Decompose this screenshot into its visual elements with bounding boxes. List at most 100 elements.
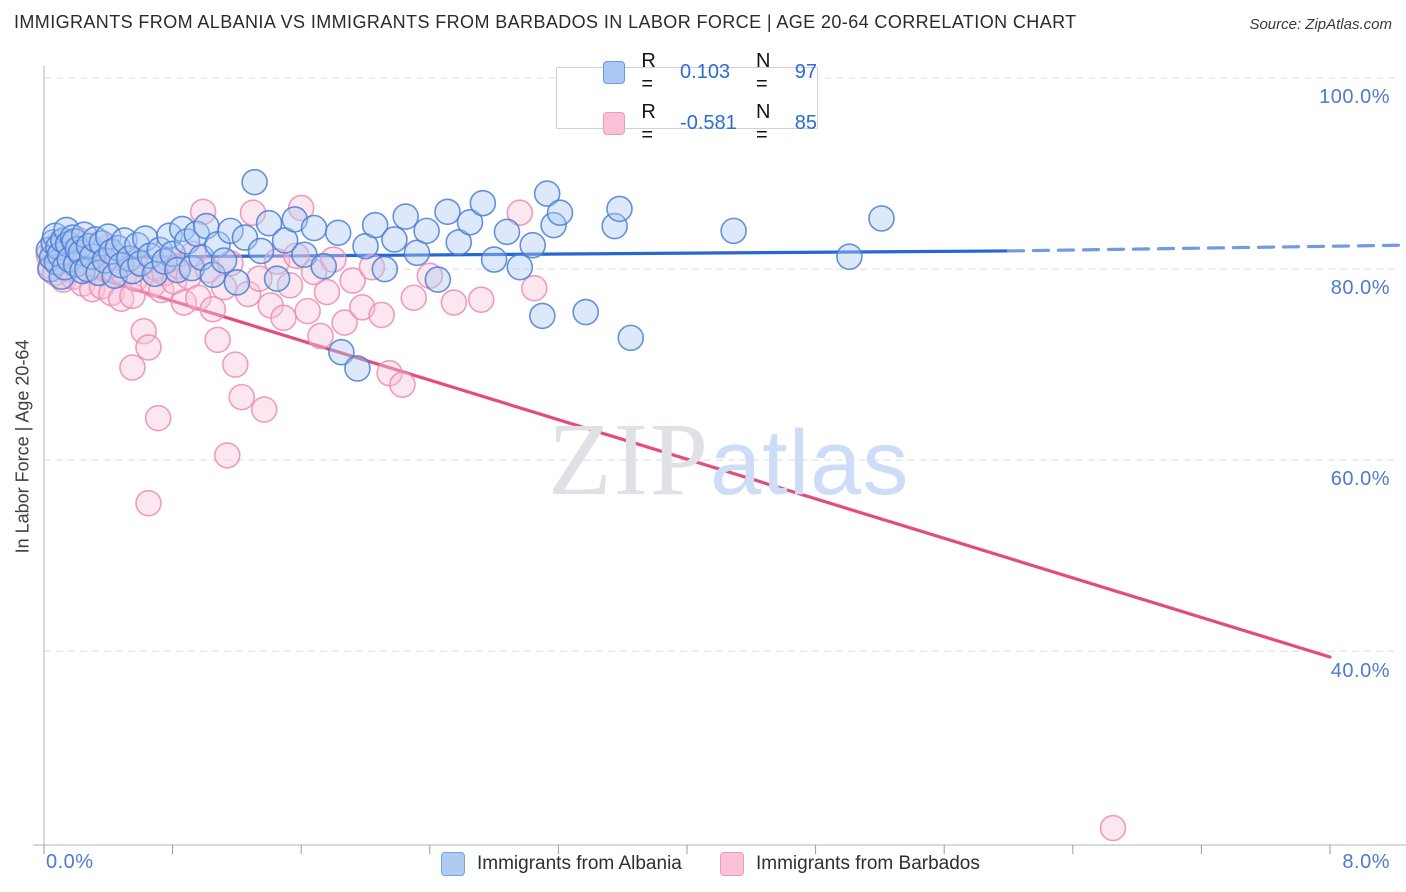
data-point-albania xyxy=(361,211,389,239)
data-point-albania xyxy=(601,212,628,240)
page-title: IMMIGRANTS FROM ALBANIA VS IMMIGRANTS FR… xyxy=(14,12,1077,32)
data-point-barbados xyxy=(234,280,262,308)
n-label: N = xyxy=(756,49,771,95)
data-point-barbados xyxy=(130,317,157,345)
data-point-albania xyxy=(328,338,355,366)
data-point-albania xyxy=(255,209,283,237)
data-point-albania xyxy=(291,241,318,269)
data-point-albania xyxy=(836,243,863,270)
data-point-albania xyxy=(519,231,546,259)
data-point-albania xyxy=(606,195,633,223)
data-point-albania xyxy=(529,302,556,330)
data-point-barbados xyxy=(313,278,341,306)
y-tick-label-60: 60.0% xyxy=(1330,468,1390,490)
data-point-barbados xyxy=(467,286,495,313)
data-point-barbados xyxy=(276,272,304,299)
data-point-barbados xyxy=(144,404,172,432)
data-point-barbados xyxy=(1099,814,1127,842)
albania-swatch-icon xyxy=(603,61,626,84)
data-point-barbados xyxy=(119,354,146,381)
data-point-barbados xyxy=(270,304,297,332)
data-point-albania xyxy=(434,198,461,226)
albania-legend-swatch-icon xyxy=(441,852,465,876)
data-point-albania xyxy=(456,208,484,236)
data-point-albania xyxy=(371,255,399,283)
data-point-albania xyxy=(493,218,521,246)
y-tick-label-40: 40.0% xyxy=(1330,660,1390,682)
data-point-albania xyxy=(310,252,338,280)
data-point-albania xyxy=(119,257,146,285)
barbados-legend-swatch-icon xyxy=(720,852,744,876)
r-value-barbados: -0.581 xyxy=(680,112,737,134)
stats-row-barbados: R = -0.581 N = 85 xyxy=(557,101,817,147)
data-point-albania xyxy=(403,239,431,267)
data-point-barbados xyxy=(170,289,198,316)
data-point-albania xyxy=(178,254,206,282)
data-point-barbados xyxy=(307,322,334,350)
zipatlas-watermark: ZIPatlas xyxy=(548,400,909,519)
correlation-stats-legend: R = 0.103 N = 97 R = -0.581 N = 85 xyxy=(556,50,818,146)
y-tick-label-100: 100.0% xyxy=(1319,86,1390,108)
trend-line-albania-extrapolated xyxy=(1006,243,1404,253)
data-point-albania xyxy=(210,247,238,274)
trend-line-albania xyxy=(42,249,1011,260)
data-point-barbados xyxy=(440,289,468,316)
data-point-barbados xyxy=(389,371,416,398)
data-point-albania xyxy=(344,355,371,382)
x-tick-label-min: 0.0% xyxy=(46,851,94,873)
data-point-albania xyxy=(540,211,567,239)
data-point-barbados xyxy=(199,295,227,323)
r-label: R = xyxy=(641,100,656,146)
data-point-albania xyxy=(546,199,574,227)
y-axis-title: In Labor Force | Age 20-64 xyxy=(12,339,33,554)
data-point-albania xyxy=(381,226,408,253)
data-point-albania xyxy=(413,217,440,245)
barbados-swatch-icon xyxy=(603,112,626,135)
r-value-albania: 0.103 xyxy=(680,61,731,83)
data-point-albania xyxy=(533,180,561,207)
n-value-barbados: 85 xyxy=(794,112,817,134)
data-point-barbados xyxy=(506,199,534,227)
data-point-albania xyxy=(868,205,895,232)
data-point-albania xyxy=(424,266,452,293)
data-point-barbados xyxy=(135,334,162,361)
data-point-albania xyxy=(720,217,747,245)
data-point-barbados xyxy=(294,297,321,325)
data-point-albania xyxy=(247,237,275,265)
legend-item-barbados: Immigrants from Barbados xyxy=(720,852,980,876)
data-point-barbados xyxy=(135,489,162,517)
data-point-barbados xyxy=(148,276,175,304)
data-point-albania xyxy=(217,217,244,245)
source-attribution: Source: ZipAtlas.com xyxy=(1249,16,1392,33)
data-point-barbados xyxy=(204,326,231,354)
data-point-albania xyxy=(324,219,352,247)
x-tick-label-max: 8.0% xyxy=(1342,851,1390,873)
albania-legend-label: Immigrants from Albania xyxy=(477,853,682,874)
data-point-albania xyxy=(164,256,191,284)
data-point-albania xyxy=(241,168,268,196)
data-point-albania xyxy=(300,214,328,242)
data-point-albania xyxy=(572,298,600,326)
data-point-barbados xyxy=(283,242,310,270)
data-point-barbados xyxy=(228,383,256,411)
watermark-atlas-text: atlas xyxy=(710,412,910,514)
data-point-albania xyxy=(506,253,534,281)
data-point-barbados xyxy=(221,351,249,378)
data-point-barbados xyxy=(331,309,358,336)
barbados-legend-label: Immigrants from Barbados xyxy=(756,853,980,874)
data-point-albania xyxy=(617,324,645,352)
data-point-albania xyxy=(445,229,473,256)
n-label: N = xyxy=(756,100,771,146)
data-point-albania xyxy=(263,265,291,292)
data-point-barbados xyxy=(520,274,548,302)
r-label: R = xyxy=(641,49,656,95)
data-point-barbados xyxy=(339,267,366,294)
data-point-albania xyxy=(199,261,227,289)
trend-line-barbados xyxy=(42,259,1332,659)
data-point-barbados xyxy=(239,199,267,227)
data-point-albania xyxy=(151,248,178,275)
legend-item-albania: Immigrants from Albania xyxy=(441,852,682,876)
y-tick-label-80: 80.0% xyxy=(1330,277,1390,299)
